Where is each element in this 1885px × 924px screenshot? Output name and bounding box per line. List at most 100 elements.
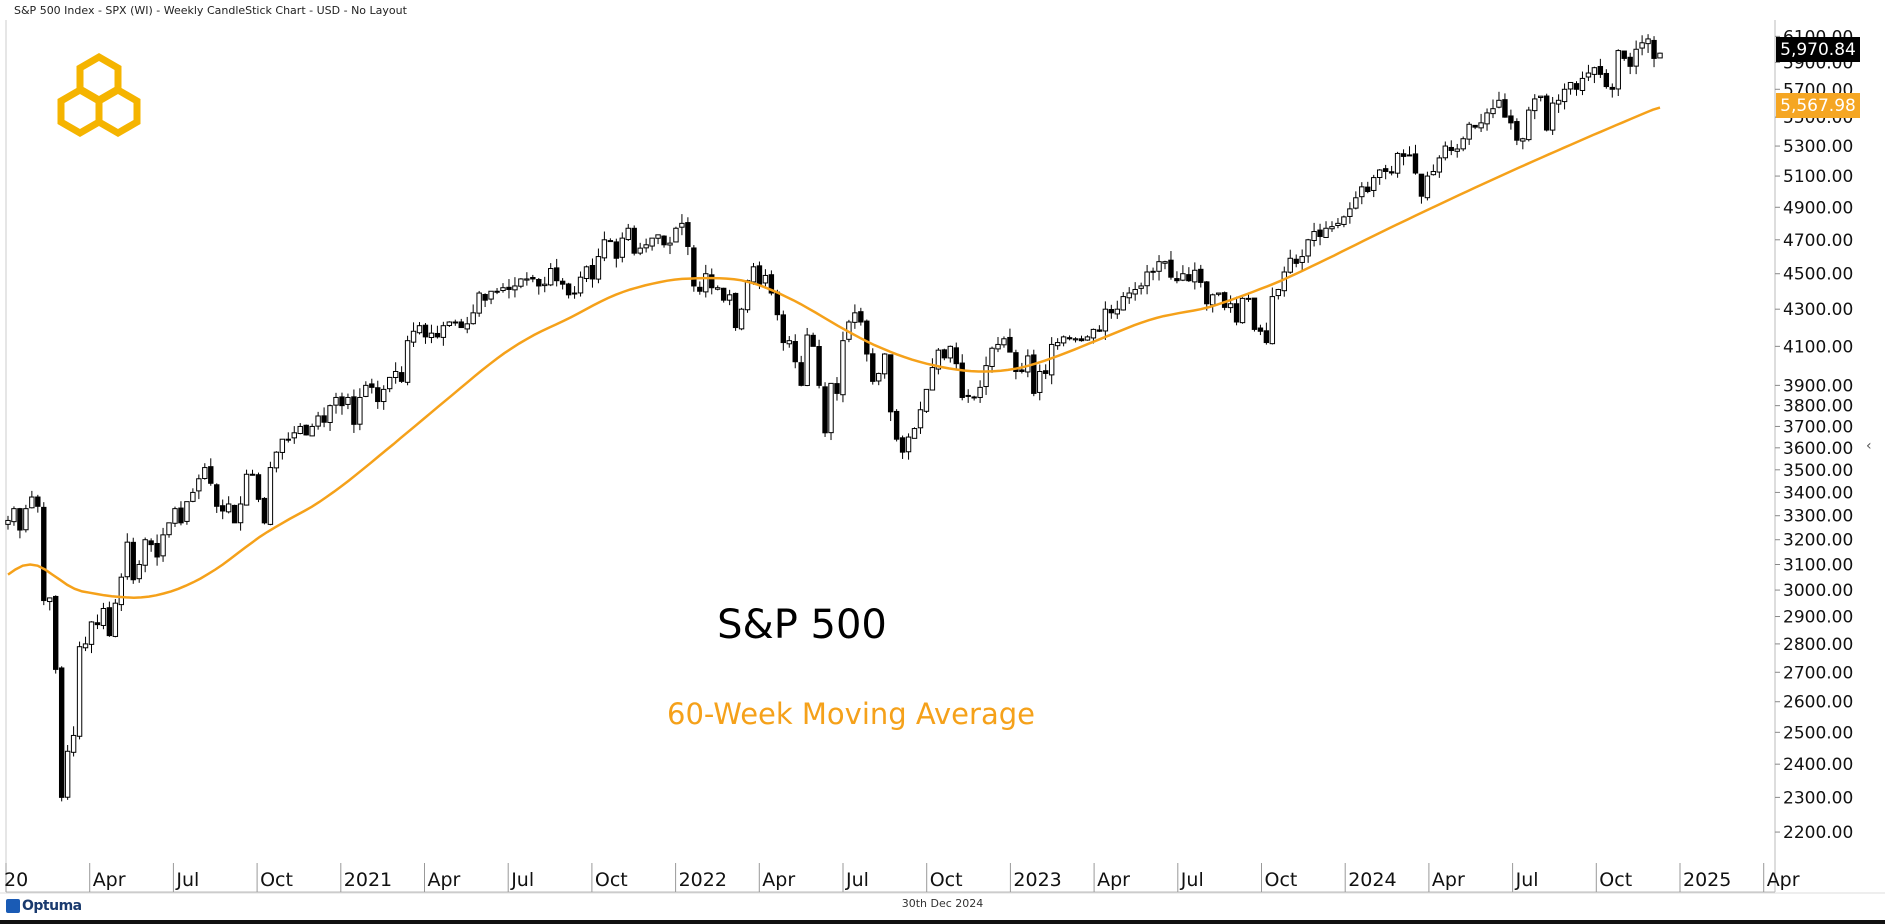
candle-body	[23, 508, 29, 531]
candle	[1066, 335, 1073, 341]
candle-body	[512, 285, 518, 291]
candle-body	[1114, 308, 1120, 315]
candle	[1567, 81, 1574, 95]
candle-body	[1227, 303, 1234, 309]
candle-body	[941, 349, 948, 359]
candle	[565, 282, 572, 299]
y-tick-label: 5300.00	[1783, 137, 1853, 157]
candle	[536, 278, 542, 295]
candle-body	[243, 473, 250, 506]
candle-body	[1436, 157, 1443, 173]
candle	[673, 226, 679, 243]
candle-body	[673, 227, 679, 243]
candle-body	[1126, 292, 1132, 299]
ma-legend-label: 60-Week Moving Average	[667, 697, 1035, 731]
y-tick-label: 2400.00	[1783, 755, 1853, 775]
candle-body	[1412, 153, 1419, 174]
candle-body	[1406, 154, 1413, 157]
candle	[762, 269, 769, 287]
y-tick-label: 3400.00	[1783, 483, 1853, 503]
candle-body	[458, 321, 464, 329]
candle-body	[237, 503, 244, 524]
candle-body	[178, 507, 184, 524]
y-tick-label: 2200.00	[1783, 823, 1853, 843]
candle-body	[1323, 227, 1329, 238]
candle-body	[106, 607, 113, 637]
candle-body	[309, 425, 315, 437]
candle-body	[738, 308, 745, 330]
candle-body	[1335, 222, 1341, 226]
last-price-tag: 5,970.84	[1776, 37, 1860, 62]
candle	[428, 324, 435, 344]
candle	[1251, 297, 1258, 332]
candle-body	[697, 286, 703, 292]
candle-body	[1442, 145, 1448, 159]
candle-body	[1424, 175, 1431, 199]
candle	[881, 353, 888, 379]
candle	[542, 276, 548, 293]
candle-body	[542, 283, 548, 287]
candle	[315, 411, 321, 430]
candle	[118, 573, 125, 612]
candle	[643, 238, 649, 253]
candle	[1168, 251, 1174, 280]
candle	[1096, 325, 1103, 333]
candle	[709, 268, 715, 295]
candle	[1603, 69, 1610, 89]
candle	[518, 278, 524, 289]
candle-body	[225, 503, 232, 513]
candle-body	[381, 388, 387, 403]
candle-body	[327, 405, 333, 423]
candle	[422, 323, 429, 344]
candle	[488, 290, 494, 305]
candle	[1365, 181, 1371, 194]
candle	[1275, 288, 1282, 300]
chevron-left-icon[interactable]: ‹	[1866, 438, 1872, 454]
candle-body	[583, 266, 590, 279]
candle-body	[172, 508, 178, 524]
candle-body	[476, 292, 482, 314]
candle-body	[1120, 296, 1126, 311]
candle-body	[506, 286, 512, 290]
candle	[571, 286, 578, 299]
candle-body	[315, 415, 321, 427]
candle	[1472, 124, 1478, 130]
candle	[106, 601, 113, 637]
candle	[637, 242, 643, 256]
candle-body	[303, 424, 309, 436]
candle	[738, 307, 745, 331]
candle-body	[1317, 229, 1323, 237]
candle	[649, 237, 655, 251]
candle	[446, 321, 453, 328]
candle	[1627, 52, 1633, 75]
candle	[1615, 49, 1621, 97]
candle	[530, 274, 536, 283]
candle-body	[375, 387, 381, 403]
candle-body	[231, 504, 238, 524]
y-tick-label: 3800.00	[1783, 397, 1853, 417]
y-tick-label: 4900.00	[1783, 198, 1853, 218]
x-tick-label: 2025	[1683, 869, 1731, 891]
candle	[691, 245, 697, 292]
candle	[112, 598, 119, 638]
candle-body	[1353, 197, 1359, 209]
candle-body	[870, 353, 876, 382]
candle	[220, 499, 226, 520]
candle-body	[536, 278, 542, 287]
candle-body	[1388, 171, 1395, 174]
candle	[1233, 296, 1240, 326]
candle-body	[744, 280, 751, 311]
candle	[47, 597, 53, 611]
candle-body	[762, 274, 769, 284]
candle-body	[1311, 231, 1317, 241]
candle-body	[1555, 99, 1562, 105]
candle	[1269, 287, 1276, 345]
candle-body	[1538, 95, 1544, 98]
candle	[291, 426, 297, 444]
candle-body	[1448, 146, 1454, 151]
candle	[1054, 338, 1061, 350]
candle-body	[1245, 297, 1252, 300]
candle	[1394, 151, 1401, 178]
candle-body	[410, 330, 417, 343]
candle-body	[601, 239, 608, 259]
